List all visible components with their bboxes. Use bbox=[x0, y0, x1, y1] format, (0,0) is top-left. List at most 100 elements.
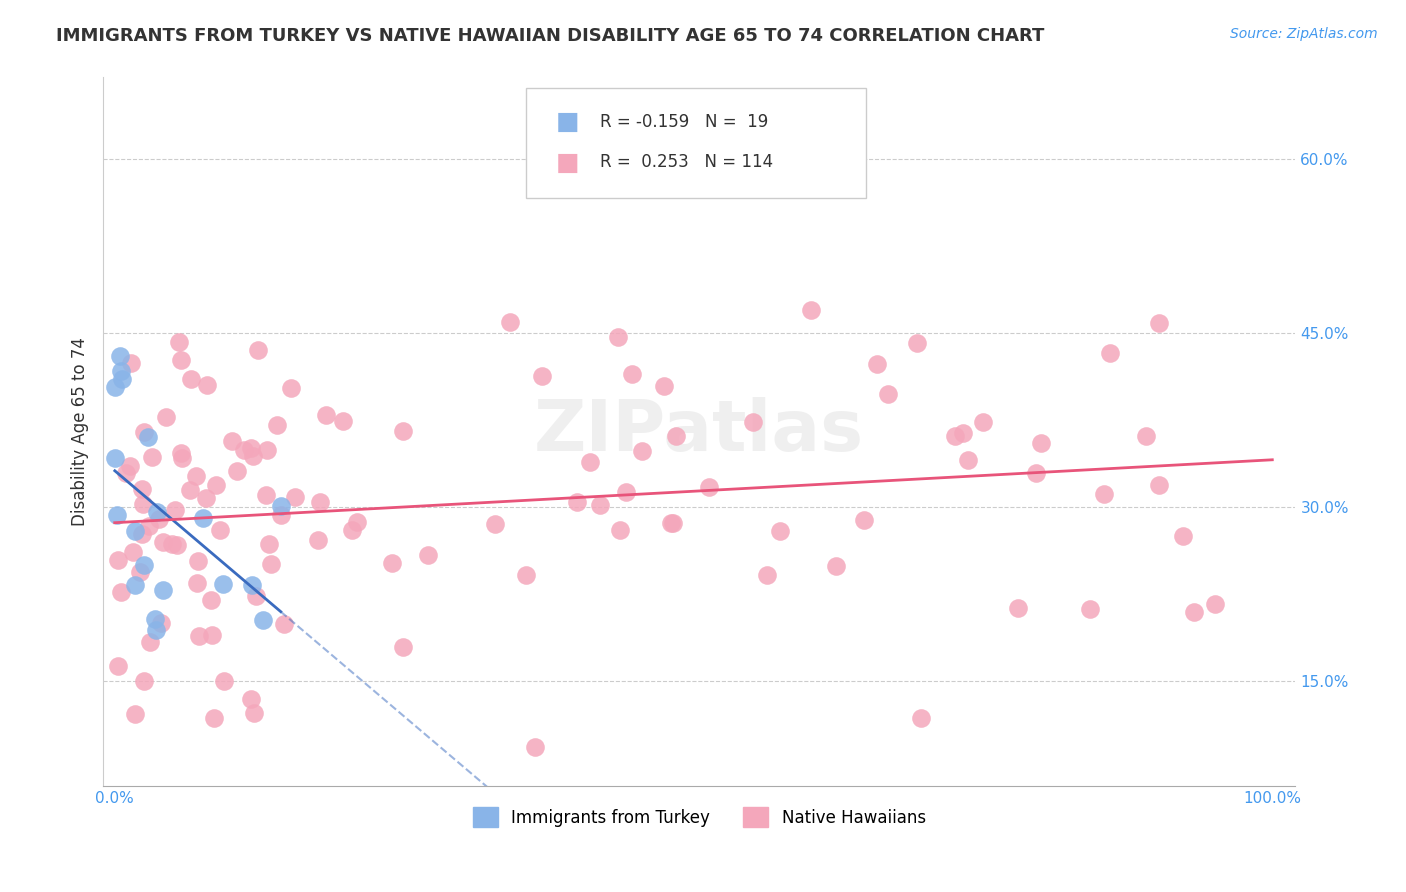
Point bbox=[172, 451, 194, 466]
Point bbox=[620, 368, 643, 382]
Point bbox=[662, 516, 685, 530]
Point bbox=[120, 458, 142, 473]
Point bbox=[756, 567, 779, 582]
Point bbox=[972, 415, 994, 429]
Point bbox=[170, 352, 193, 367]
Point bbox=[484, 516, 506, 531]
Point bbox=[202, 711, 225, 725]
Point bbox=[381, 556, 404, 570]
Point bbox=[124, 524, 146, 538]
Point bbox=[1025, 467, 1047, 481]
Text: IMMIGRANTS FROM TURKEY VS NATIVE HAWAIIAN DISABILITY AGE 65 TO 74 CORRELATION CH: IMMIGRANTS FROM TURKEY VS NATIVE HAWAIIA… bbox=[56, 27, 1045, 45]
Point bbox=[155, 409, 177, 424]
Point bbox=[221, 434, 243, 448]
Point bbox=[1094, 487, 1116, 501]
Point bbox=[150, 616, 173, 631]
Legend: Immigrants from Turkey, Native Hawaiians: Immigrants from Turkey, Native Hawaiians bbox=[467, 800, 932, 834]
Point bbox=[905, 335, 928, 350]
Point bbox=[284, 491, 307, 505]
Point bbox=[120, 356, 142, 370]
Point bbox=[852, 513, 875, 527]
Point bbox=[209, 523, 232, 537]
Text: Source: ZipAtlas.com: Source: ZipAtlas.com bbox=[1230, 27, 1378, 41]
Point bbox=[226, 464, 249, 478]
Point bbox=[659, 516, 682, 530]
Point bbox=[825, 558, 848, 573]
Text: ■: ■ bbox=[557, 110, 579, 134]
Point bbox=[1147, 316, 1170, 330]
Point bbox=[134, 425, 156, 439]
Point bbox=[1007, 601, 1029, 615]
Point bbox=[110, 584, 132, 599]
Point bbox=[606, 330, 628, 344]
Point bbox=[201, 628, 224, 642]
Point bbox=[957, 453, 980, 467]
Point bbox=[943, 429, 966, 443]
Point bbox=[195, 491, 218, 506]
Point bbox=[769, 524, 792, 538]
Text: R =  0.253   N = 114: R = 0.253 N = 114 bbox=[600, 153, 773, 171]
Point bbox=[129, 565, 152, 579]
Point bbox=[141, 450, 163, 464]
Point bbox=[132, 558, 155, 572]
Point bbox=[152, 583, 174, 598]
Point bbox=[245, 589, 267, 603]
Point bbox=[499, 315, 522, 329]
Point bbox=[523, 740, 546, 755]
Point bbox=[342, 523, 364, 537]
Point bbox=[252, 613, 274, 627]
Point bbox=[107, 658, 129, 673]
FancyBboxPatch shape bbox=[526, 88, 866, 198]
Point bbox=[232, 442, 254, 457]
Point bbox=[309, 495, 332, 509]
Text: ZIPatlas: ZIPatlas bbox=[534, 397, 865, 467]
Point bbox=[565, 495, 588, 509]
Point bbox=[212, 673, 235, 688]
Point bbox=[665, 429, 688, 443]
Point bbox=[392, 424, 415, 438]
Point bbox=[910, 711, 932, 725]
Point bbox=[652, 378, 675, 392]
Point bbox=[187, 553, 209, 567]
Point bbox=[1029, 436, 1052, 450]
Point bbox=[418, 548, 440, 562]
Point bbox=[188, 629, 211, 643]
Point bbox=[346, 515, 368, 529]
Point bbox=[800, 302, 823, 317]
Point bbox=[179, 483, 201, 497]
Point bbox=[614, 485, 637, 500]
Point bbox=[392, 640, 415, 654]
Point bbox=[180, 372, 202, 386]
Point bbox=[257, 537, 280, 551]
Point bbox=[1135, 428, 1157, 442]
Point bbox=[1099, 346, 1122, 360]
Point bbox=[307, 533, 329, 547]
Text: ■: ■ bbox=[557, 151, 579, 175]
Point bbox=[111, 372, 134, 386]
Point bbox=[165, 503, 187, 517]
Point bbox=[200, 592, 222, 607]
Point bbox=[266, 418, 288, 433]
Point bbox=[124, 706, 146, 721]
Point bbox=[332, 414, 354, 428]
Point bbox=[578, 455, 600, 469]
Point bbox=[609, 523, 631, 537]
Point bbox=[1173, 528, 1195, 542]
Point bbox=[105, 508, 128, 522]
Point bbox=[146, 505, 169, 519]
Point bbox=[143, 612, 166, 626]
Point bbox=[107, 553, 129, 567]
Point bbox=[108, 349, 131, 363]
Point bbox=[110, 364, 132, 378]
Point bbox=[148, 512, 170, 526]
Point bbox=[124, 578, 146, 592]
Point bbox=[104, 379, 127, 393]
Point bbox=[195, 377, 218, 392]
Point bbox=[741, 415, 763, 429]
Point bbox=[246, 343, 269, 357]
Point bbox=[132, 673, 155, 688]
Point bbox=[1204, 597, 1226, 611]
Point bbox=[242, 450, 264, 464]
Point bbox=[697, 480, 720, 494]
Point bbox=[132, 497, 155, 511]
